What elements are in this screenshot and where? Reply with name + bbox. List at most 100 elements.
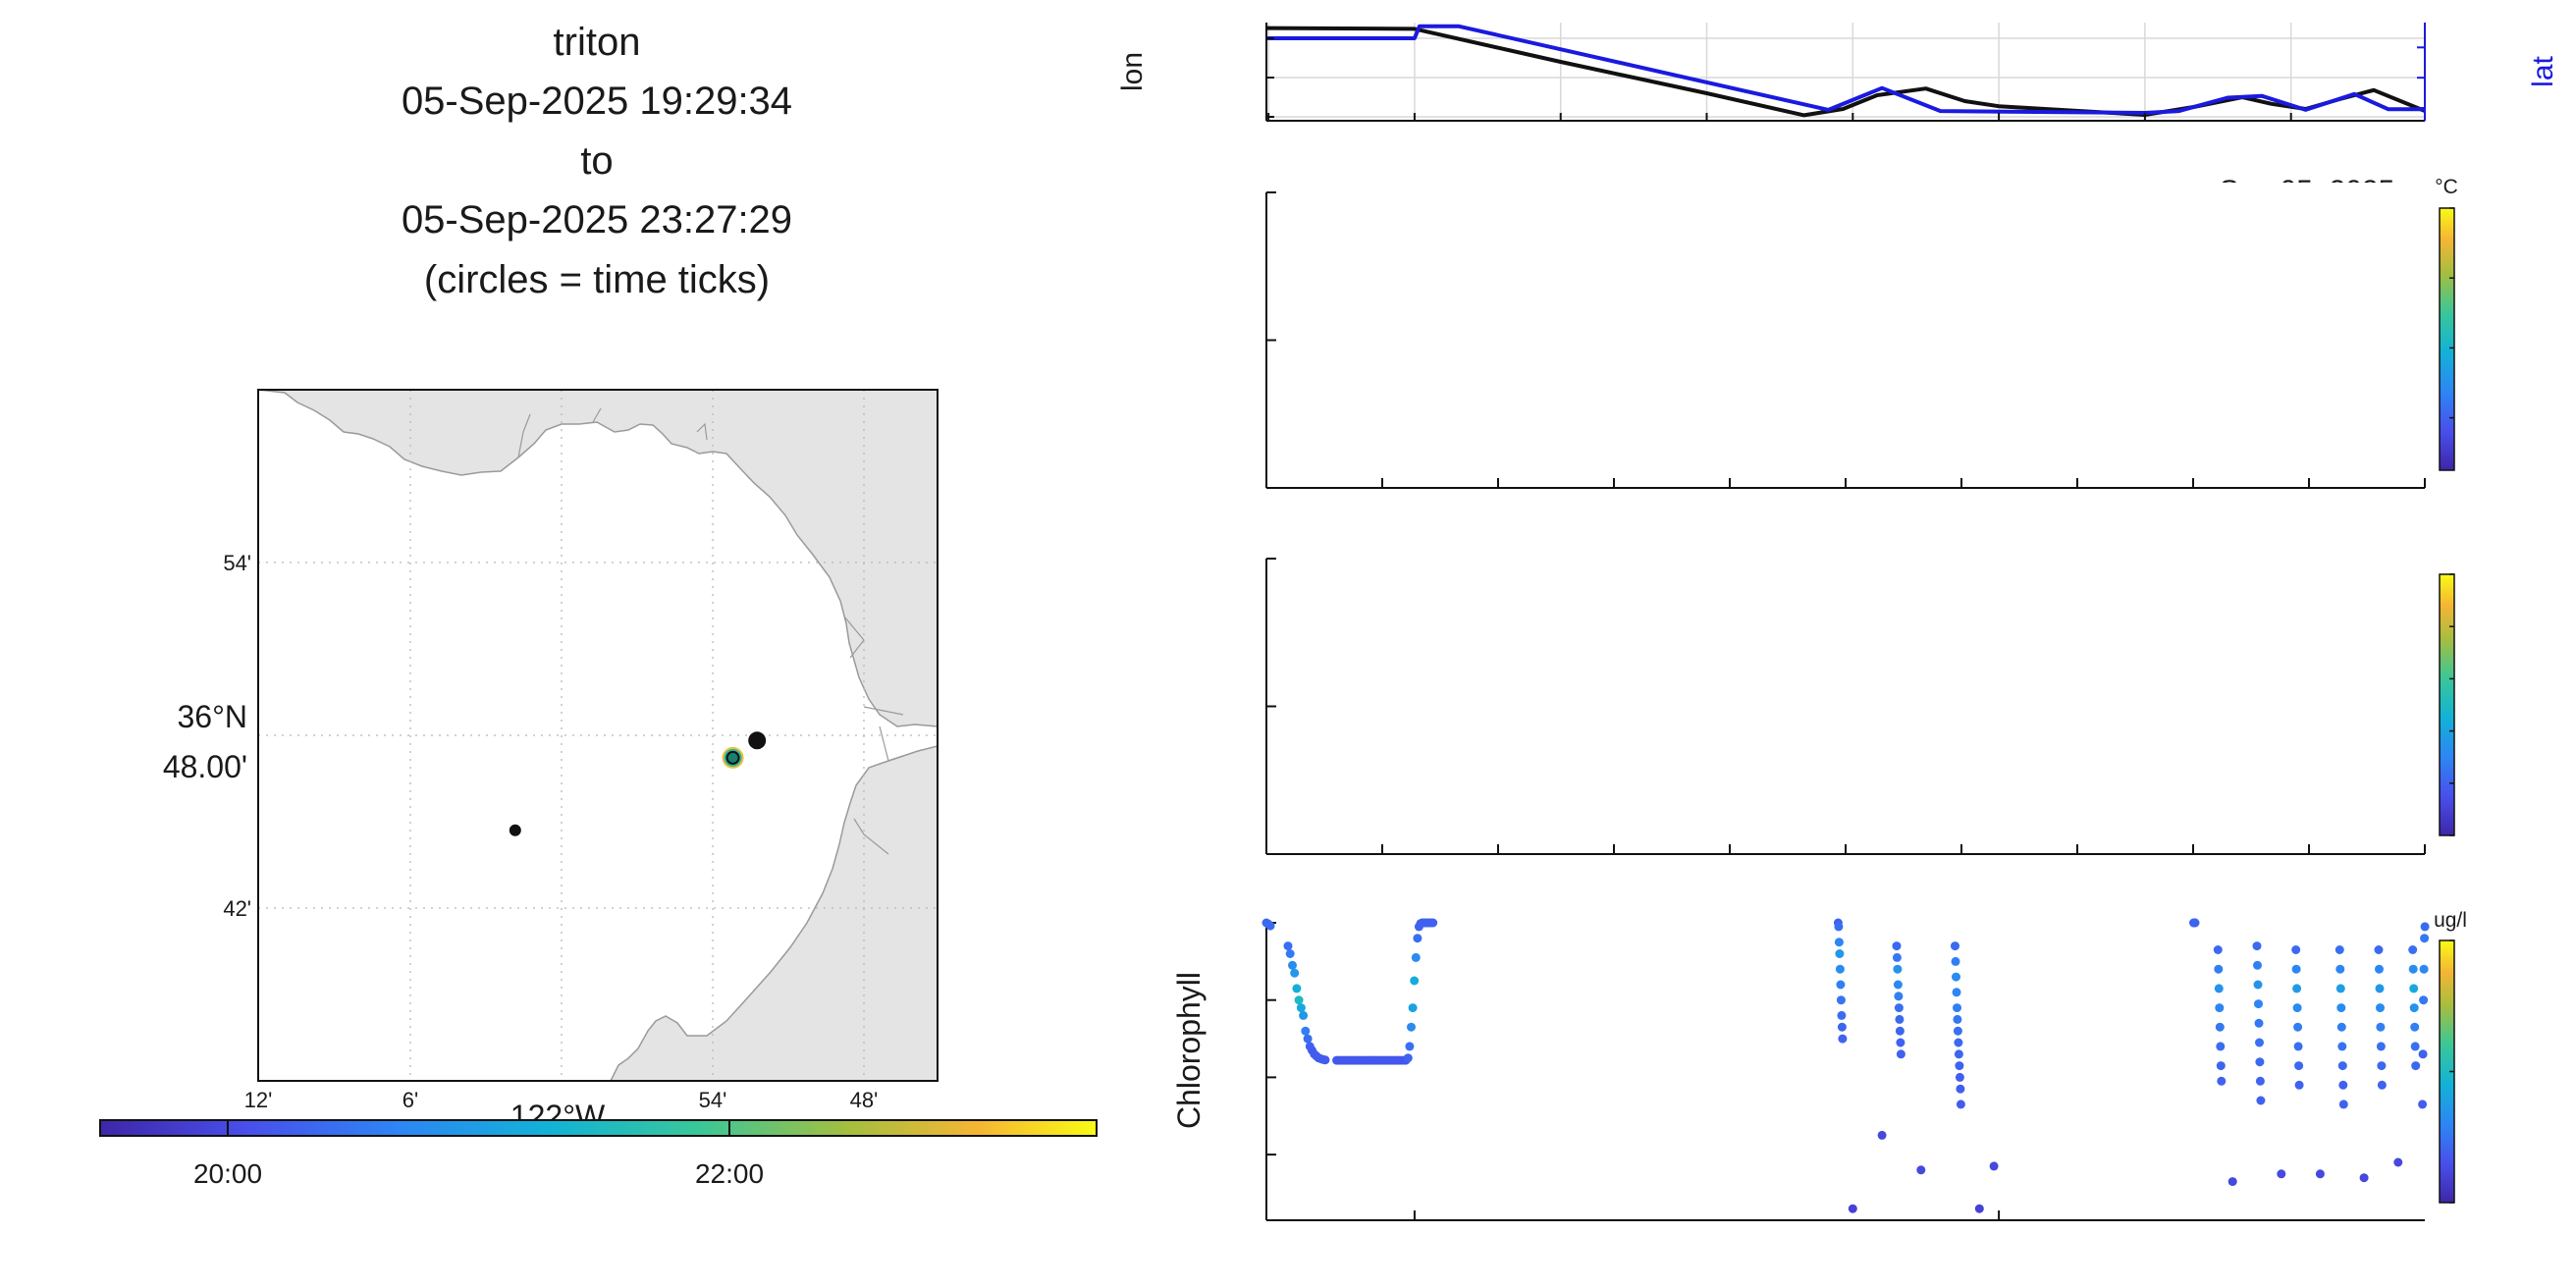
navigation-y-ticks	[1266, 37, 1274, 118]
salinity-colorbar	[2439, 573, 2455, 836]
chlorophyll-point-9	[1296, 1003, 1306, 1013]
chlorophyll-point-166	[2410, 1042, 2420, 1051]
chlorophyll-point-151	[2359, 1173, 2369, 1183]
chlorophyll-point-11	[1301, 1026, 1311, 1036]
navigation-y2-ticks	[2417, 46, 2425, 110]
chlorophyll-point-93	[1896, 1049, 1905, 1059]
time-colorbar: 20:00 22:00	[99, 1119, 1098, 1189]
map-land-south	[610, 745, 938, 1081]
chlorophyll-point-61	[1413, 934, 1422, 943]
chlorophyll-point-73	[1834, 922, 1844, 932]
chlorophyll-point-152	[2374, 945, 2384, 954]
chlorophyll-point-57	[1407, 1022, 1416, 1032]
chlorophyll-point-144	[2335, 984, 2345, 993]
chlorophyll-point-145	[2336, 1003, 2346, 1013]
date-label-cover	[1178, 183, 2435, 212]
chlorophyll-point-82	[1848, 1204, 1857, 1213]
chlorophyll-point-59	[1410, 976, 1420, 986]
chlorophyll-point-120	[2216, 1061, 2226, 1071]
station-marker-m1	[509, 824, 521, 836]
chlorophyll-point-105	[1955, 1072, 1964, 1082]
chlorophyll-point-160	[2393, 1157, 2403, 1167]
chlorophyll-point-114	[2213, 945, 2223, 954]
chlorophyll-point-157	[2376, 1042, 2386, 1051]
chlorophyll-point-126	[2254, 999, 2263, 1009]
header-line-1: triton	[554, 21, 641, 64]
chlorophyll-point-129	[2255, 1057, 2265, 1067]
chlorophyll-point-94	[1916, 1165, 1926, 1175]
chlorophyll-point-130	[2255, 1076, 2265, 1086]
chlorophyll-point-77	[1836, 980, 1846, 990]
chlorophyll-point-109	[1989, 1161, 1999, 1171]
map-lat-tick-42: 42'	[223, 896, 251, 921]
chlorophyll-point-121	[2217, 1076, 2227, 1086]
chlorophyll-point-153	[2375, 964, 2384, 974]
chlorophyll-point-138	[2293, 1042, 2303, 1051]
chlorophyll-point-99	[1953, 1003, 1961, 1013]
chlorophyll-point-156	[2376, 1022, 2386, 1032]
chlorophyll-points	[1261, 918, 2430, 1213]
header-line-3: to	[580, 139, 613, 183]
chlorophyll-point-12	[1303, 1034, 1313, 1044]
map-land	[258, 390, 938, 727]
chlorophyll-point-136	[2292, 1003, 2302, 1013]
chlorophyll-point-101	[1953, 1026, 1962, 1036]
chlorophyll-point-98	[1952, 988, 1961, 997]
header-line-5: (circles = time ticks)	[424, 258, 770, 301]
chlorophyll-point-96	[1951, 956, 1960, 966]
chlorophyll-point-100	[1953, 1014, 1962, 1024]
salinity-ticks	[1265, 558, 2426, 855]
chlorophyll-point-106	[1956, 1084, 1965, 1094]
chlorophyll-point-169	[2418, 1049, 2428, 1059]
salinity-colorbar-ticks	[2449, 573, 2454, 836]
chlorophyll-point-163	[2409, 984, 2419, 993]
navigation-y-label: lon	[1116, 52, 1149, 91]
chlorophyll-point-116	[2214, 984, 2224, 993]
chlorophyll-point-55	[1403, 1053, 1413, 1063]
chlorophyll-point-118	[2215, 1022, 2225, 1032]
chlorophyll-point-137	[2293, 1022, 2303, 1032]
chlorophyll-point-171	[2419, 964, 2429, 974]
chlorophyll-point-85	[1892, 952, 1902, 962]
chlorophyll-point-158	[2377, 1061, 2387, 1071]
chlorophyll-point-131	[2256, 1096, 2266, 1105]
navigation-x-ticks	[1267, 113, 2292, 121]
chlorophyll-point-79	[1837, 1010, 1847, 1020]
chlorophyll-point-4	[1285, 949, 1295, 958]
chlorophyll-point-92	[1896, 1038, 1905, 1047]
chlorophyll-point-170	[2419, 995, 2429, 1005]
map-lon-tick-48: 48'	[850, 1088, 879, 1112]
chlorophyll-point-142	[2334, 945, 2344, 954]
chlorophyll-point-140	[2294, 1080, 2304, 1090]
chlorophyll-point-7	[1292, 984, 1302, 993]
chlorophyll-point-5	[1288, 960, 1297, 970]
chlorophyll-point-154	[2375, 984, 2385, 993]
temperature-colorbar	[2439, 207, 2455, 471]
chlorophyll-point-164	[2409, 1003, 2419, 1013]
chlorophyll-point-128	[2255, 1038, 2264, 1047]
chlorophyll-point-159	[2377, 1080, 2387, 1090]
temperature-colorbar-unit: °C	[2435, 176, 2458, 198]
navigation-lines	[1265, 24, 2426, 118]
chlorophyll-point-134	[2291, 964, 2301, 974]
chlorophyll-point-115	[2214, 964, 2224, 974]
track-position-inner	[725, 750, 740, 765]
map-stations	[509, 731, 767, 836]
chlorophyll-point-173	[2420, 922, 2430, 932]
chlorophyll-point-84	[1892, 941, 1902, 951]
chlorophyll-point-3	[1283, 941, 1293, 951]
chlorophyll-y-label: Chlorophyll	[1171, 972, 1207, 1129]
chlorophyll-point-78	[1836, 995, 1846, 1005]
chlorophyll-point-88	[1894, 992, 1904, 1001]
temperature-ticks	[1265, 191, 2426, 489]
navigation-y2-label: lat	[2527, 55, 2559, 86]
map-rivers	[517, 407, 904, 855]
map-lat-tick-54: 54'	[223, 551, 251, 575]
header-line-4: 05-Sep-2025 23:27:29	[402, 198, 792, 242]
chlorophyll-point-74	[1834, 938, 1844, 947]
map-lon-tick-12: 12'	[244, 1088, 273, 1112]
chlorophyll-point-162	[2408, 964, 2418, 974]
chlorophyll-point-102	[1954, 1038, 1963, 1047]
chlorophyll-point-148	[2337, 1061, 2347, 1071]
